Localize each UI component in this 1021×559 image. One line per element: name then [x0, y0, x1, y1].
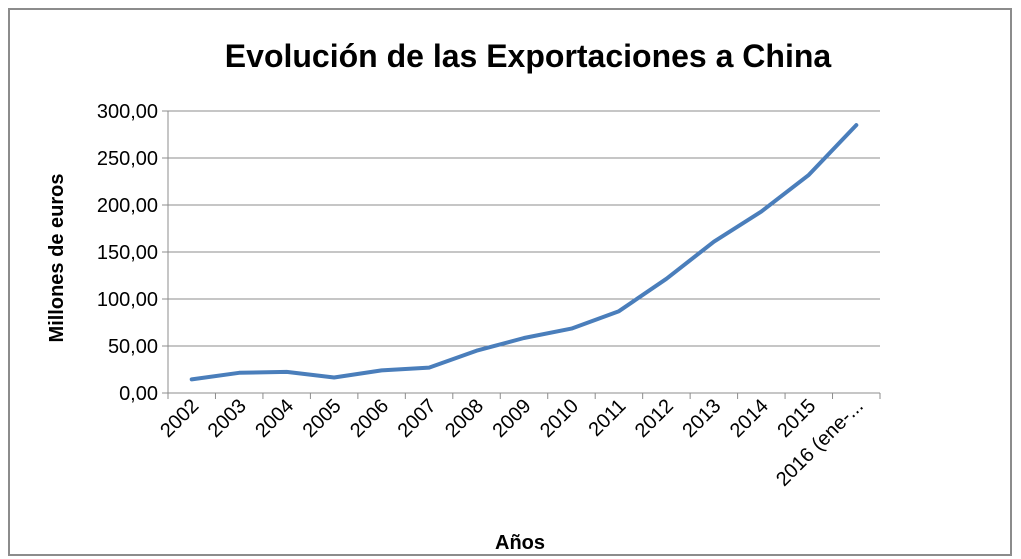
x-axis-title: Años: [495, 532, 545, 554]
x-tick-label: 2003: [204, 395, 251, 442]
y-tick-label: 50,00: [108, 336, 158, 358]
y-tick-label: 0,00: [119, 383, 158, 405]
x-tick-label: 2008: [441, 395, 488, 442]
y-tick-label: 200,00: [97, 195, 158, 217]
x-tick-label: 2009: [489, 395, 536, 442]
y-tick-label: 100,00: [97, 289, 158, 311]
x-tick-label: 2012: [631, 395, 678, 442]
x-tick-label: 2006: [346, 395, 393, 442]
x-tick-label: 2007: [394, 395, 441, 442]
series-line: [189, 123, 859, 382]
chart-title: Evolución de las Exportaciones a China: [225, 38, 832, 74]
x-tick-label: 2004: [251, 395, 298, 442]
y-tick-label: 150,00: [97, 242, 158, 264]
x-axis: [167, 111, 881, 399]
x-tick-label: 2013: [678, 395, 725, 442]
x-tick-labels: 2002 2003 2004 2005 2006 2007 2008 2009 2010 2011…: [156, 395, 868, 491]
y-tick-label: 300,00: [97, 101, 158, 123]
series-group: [189, 123, 859, 382]
x-tick-label: 2014: [726, 395, 773, 442]
y-tick-label: 250,00: [97, 148, 158, 170]
y-tick-labels: 0,00 50,00 100,00 150,00 200,00 250,00 300,00: [97, 101, 158, 405]
chart-frame: [8, 8, 1012, 556]
y-axis-title: Millones de euros: [46, 174, 68, 343]
x-tick-label: 2010: [536, 395, 583, 442]
x-tick-label: 2005: [299, 395, 346, 442]
x-tick-label: 2016 (ene-...: [772, 395, 868, 491]
x-tick-label: 2011: [584, 395, 630, 441]
x-tick-label: 2002: [156, 395, 203, 442]
gridlines: [162, 110, 880, 394]
